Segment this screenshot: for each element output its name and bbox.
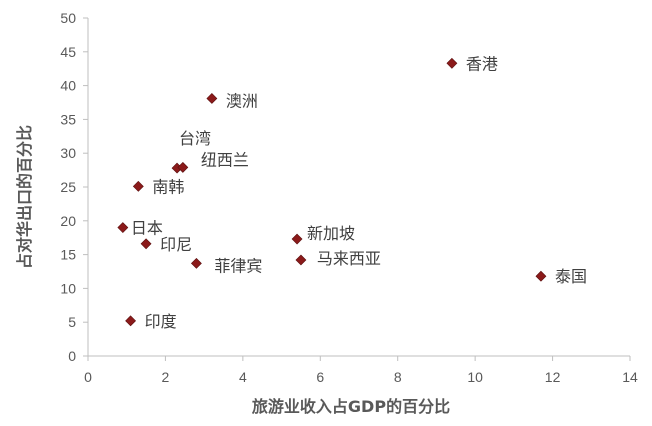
x-axis-title: 旅游业收入占GDP的百分比: [252, 397, 450, 416]
point-label: 马来西亚: [317, 249, 381, 268]
y-tick-label: 5: [68, 314, 76, 330]
x-axis-ticks: 0 2 4 6 8 10 12 14: [84, 356, 638, 385]
y-tick-label: 25: [60, 179, 76, 195]
y-tick-label: 35: [60, 111, 76, 127]
data-point: [125, 315, 137, 327]
x-tick-label: 14: [622, 369, 638, 385]
point-label: 日本: [131, 219, 163, 238]
y-axis-ticks: 0 5 10 15 20 25 30 35 40 45 50: [60, 10, 88, 364]
x-tick-label: 4: [239, 369, 247, 385]
point-label: 印度: [145, 312, 177, 331]
point-label: 泰国: [555, 267, 587, 286]
y-tick-label: 10: [60, 280, 76, 296]
data-point: [177, 161, 189, 173]
x-tick-label: 2: [162, 369, 170, 385]
data-point: [140, 238, 152, 250]
point-label: 澳洲: [226, 91, 258, 110]
point-label: 台湾: [179, 129, 211, 148]
data-point: [535, 270, 547, 282]
data-point: [190, 257, 202, 269]
y-tick-label: 30: [60, 145, 76, 161]
x-tick-label: 8: [394, 369, 402, 385]
point-label: 菲律宾: [214, 256, 262, 275]
point-label: 香港: [466, 54, 498, 73]
data-point: [295, 254, 307, 266]
y-axis-title: 占对华出口的百分比: [15, 125, 34, 269]
x-tick-label: 0: [84, 369, 92, 385]
y-tick-label: 45: [60, 44, 76, 60]
x-tick-label: 6: [316, 369, 324, 385]
x-tick-label: 12: [545, 369, 561, 385]
data-point: [291, 233, 303, 245]
data-point: [446, 57, 458, 69]
data-point: [206, 93, 218, 104]
y-tick-label: 50: [60, 10, 76, 26]
point-label: 新加坡: [307, 224, 355, 243]
x-tick-label: 10: [467, 369, 483, 385]
y-tick-label: 0: [68, 348, 76, 364]
point-label: 纽西兰: [201, 150, 249, 169]
point-label: 南韩: [152, 177, 184, 196]
y-tick-label: 20: [60, 213, 76, 229]
y-tick-label: 40: [60, 78, 76, 94]
data-point: [132, 180, 144, 192]
data-point: [117, 222, 129, 233]
data-points: [117, 57, 547, 327]
point-label: 印尼: [160, 235, 192, 254]
y-tick-label: 15: [60, 247, 76, 263]
